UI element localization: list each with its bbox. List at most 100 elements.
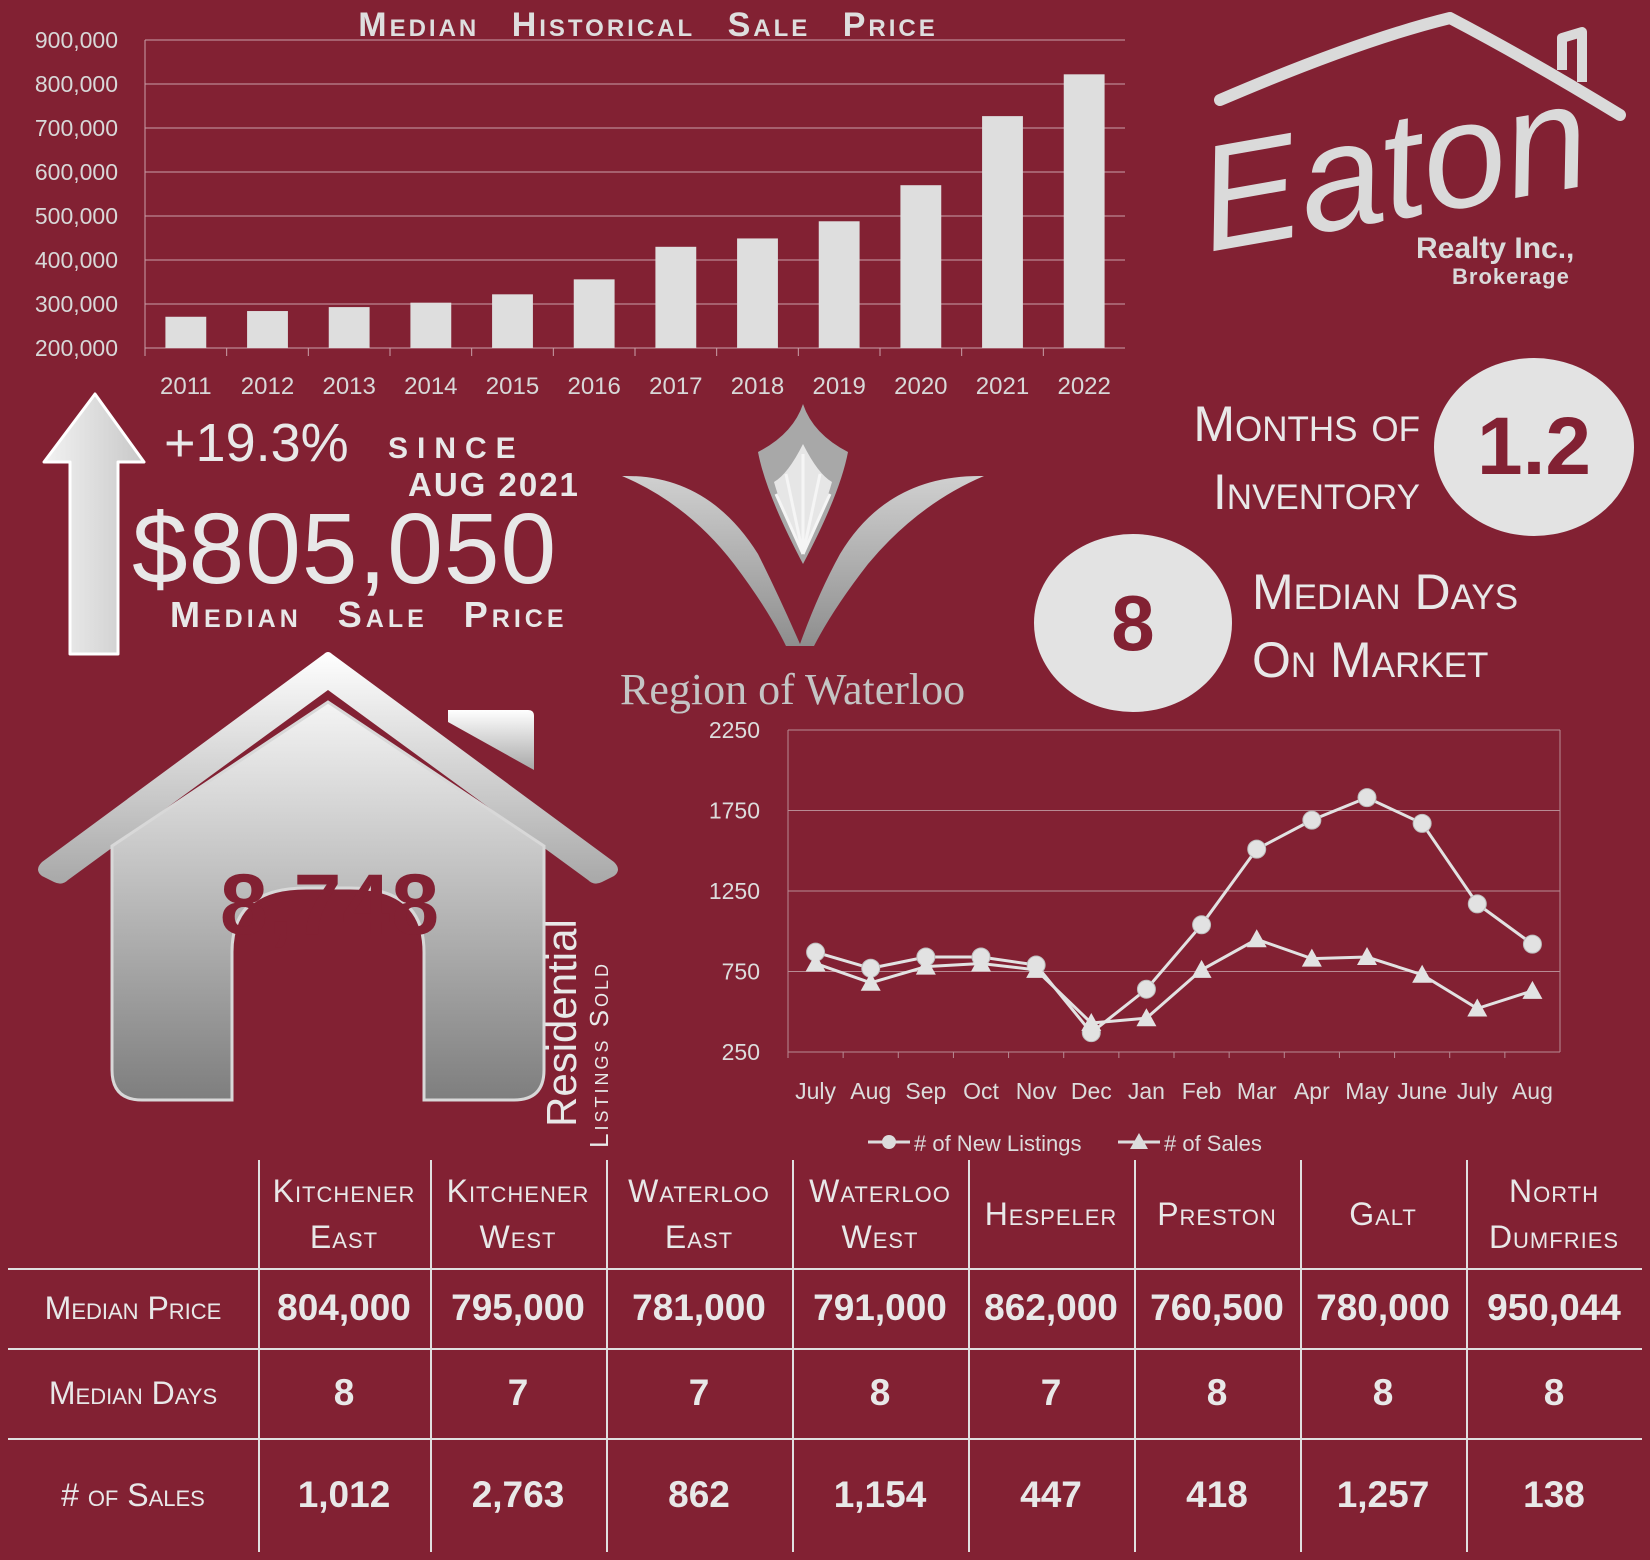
sales-point <box>1246 929 1267 948</box>
sales-point <box>915 956 936 975</box>
column-header-line2: Dumfries <box>1488 1219 1620 1255</box>
bar-2014 <box>410 302 452 348</box>
table-cell: 8 <box>1543 1372 1565 1413</box>
table-column-header: Waterloo East <box>606 1160 792 1268</box>
table-column-header: Hespeler <box>968 1160 1134 1268</box>
line-y-tick-label: 250 <box>722 1039 760 1065</box>
bar-y-tick-label: 600,000 <box>35 159 118 185</box>
line-y-tick-label: 1250 <box>709 878 760 904</box>
column-header-line1: North <box>1508 1173 1600 1209</box>
sales-point <box>1026 959 1047 978</box>
table-column-header: Kitchener West <box>430 1160 606 1268</box>
median-days-label: Median Days On Market <box>1252 558 1518 694</box>
line-x-tick-label: Oct <box>963 1078 999 1104</box>
line-x-tick-label: Sep <box>905 1078 946 1104</box>
table-divider <box>606 1160 608 1552</box>
table-divider <box>968 1160 970 1552</box>
column-header-line1: Kitchener <box>446 1173 590 1209</box>
table-column-header: Waterloo West <box>792 1160 968 1268</box>
line-x-tick-label: Apr <box>1294 1078 1330 1104</box>
bar-y-tick-label: 900,000 <box>35 27 118 53</box>
bar-2015 <box>492 294 533 348</box>
table-divider <box>1300 1160 1302 1552</box>
table-cell: 791,000 <box>813 1287 947 1328</box>
bar-2011 <box>165 316 207 348</box>
months-of-inventory-value: 1.2 <box>1434 358 1634 536</box>
table-cell: 8 <box>1372 1372 1394 1413</box>
listings-sales-line-chart: 250 750 1250 1750 2250 July Aug Sep Oct Nov Dec Ja… <box>709 717 1561 1156</box>
moi-label-line2: Inventory <box>1212 464 1420 520</box>
table-cell: 8 <box>869 1372 891 1413</box>
line-x-tick-label: July <box>1457 1078 1498 1104</box>
new-listings-point <box>1522 934 1542 954</box>
table-cell: 7 <box>688 1372 710 1413</box>
logo-brokerage-text: Brokerage <box>1452 264 1570 289</box>
legend-circle-marker <box>882 1135 896 1149</box>
neighbourhood-stats-table: Kitchener East Kitchener West Waterloo East Wa… <box>8 1160 1642 1552</box>
bar-x-tick-label: 2012 <box>241 373 294 400</box>
table-cell: 447 <box>1020 1474 1082 1515</box>
comparison-period: AUG 2021 <box>408 466 580 503</box>
bar-chart-title: Median Historical Sale Price <box>358 6 937 44</box>
table-column-header: Kitchener East <box>258 1160 430 1268</box>
sales-point <box>1412 964 1433 983</box>
table-cell: 781,000 <box>632 1287 766 1328</box>
line-x-tick-label: June <box>1397 1078 1447 1104</box>
eaton-logo: Eaton Realty Inc., Brokerage <box>1185 12 1626 289</box>
column-header-line1: Waterloo <box>628 1173 770 1209</box>
median-sale-price: $805,050 <box>132 493 558 605</box>
bar-x-tick-label: 2014 <box>404 373 457 400</box>
sales-point <box>1301 948 1322 967</box>
line-x-tick-label: Jan <box>1128 1078 1165 1104</box>
house-icon <box>38 652 618 1102</box>
table-cell: 1,257 <box>1336 1474 1430 1515</box>
sales-point <box>1467 998 1488 1017</box>
dom-label-line2: On Market <box>1252 632 1489 688</box>
column-header-line1: Preston <box>1157 1196 1277 1232</box>
dom-value-text: 8 <box>1111 578 1155 667</box>
median-days-value: 8 <box>1034 534 1232 712</box>
table-divider <box>1134 1160 1136 1552</box>
new-listings-point <box>1302 810 1322 830</box>
table-divider <box>8 1438 1642 1440</box>
bar-y-tick-label: 400,000 <box>35 247 118 273</box>
line-y-tick-label: 750 <box>722 959 760 985</box>
bar-x-tick-label: 2015 <box>486 373 539 400</box>
logo-roof-line <box>1214 12 1626 121</box>
column-header-line1: Waterloo <box>809 1173 951 1209</box>
line-x-tick-label: Aug <box>850 1078 891 1104</box>
line-y-tick-label: 2250 <box>709 717 760 743</box>
line-x-tick-label: July <box>795 1078 836 1104</box>
table-divider <box>792 1160 794 1552</box>
bar-2020 <box>900 185 942 348</box>
legend-sales: # of Sales <box>1164 1131 1262 1156</box>
bar-x-tick-label: 2013 <box>322 373 375 400</box>
bar-2016 <box>573 279 615 348</box>
table-cell: 804,000 <box>277 1287 411 1328</box>
column-header-line1: Galt <box>1349 1196 1417 1232</box>
bar-x-tick-label: 2022 <box>1057 373 1110 400</box>
bar-x-tick-label: 2019 <box>812 373 865 400</box>
residential-label: Residential <box>538 919 585 1127</box>
sales-point <box>971 953 991 972</box>
new-listings-point <box>1247 839 1267 859</box>
months-of-inventory-label: Months of Inventory <box>1120 390 1420 526</box>
table-cell: 760,500 <box>1150 1287 1284 1328</box>
line-x-tick-label: Nov <box>1016 1078 1057 1104</box>
table-column-header: North Dumfries <box>1466 1160 1642 1268</box>
table-row-label: Median Price <box>44 1289 222 1326</box>
median-sale-price-label: Median Sale Price <box>170 594 568 635</box>
logo-chimney <box>1557 27 1587 82</box>
table-cell: 8 <box>1206 1372 1228 1413</box>
table-divider <box>1466 1160 1468 1552</box>
sales-point <box>1136 1008 1157 1027</box>
new-listings-point <box>1136 979 1156 999</box>
bar-2017 <box>655 246 697 348</box>
line-y-tick-label: 1750 <box>709 798 760 824</box>
legend-new-listings: # of New Listings <box>914 1131 1082 1156</box>
table-cell: 7 <box>1040 1372 1062 1413</box>
sales-point <box>1191 959 1212 978</box>
table-cell: 1,012 <box>297 1474 391 1515</box>
line-series-new-listings <box>815 795 1534 1035</box>
line-x-tick-label: May <box>1345 1078 1389 1104</box>
